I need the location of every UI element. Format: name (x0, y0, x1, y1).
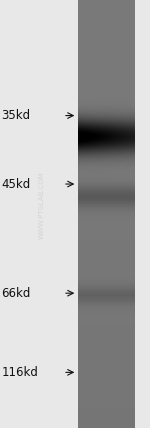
Text: 66kd: 66kd (2, 287, 31, 300)
Text: 45kd: 45kd (2, 178, 31, 190)
Text: WWW.PTGLAB.COM: WWW.PTGLAB.COM (39, 172, 45, 239)
Text: 35kd: 35kd (2, 109, 31, 122)
Text: 116kd: 116kd (2, 366, 38, 379)
